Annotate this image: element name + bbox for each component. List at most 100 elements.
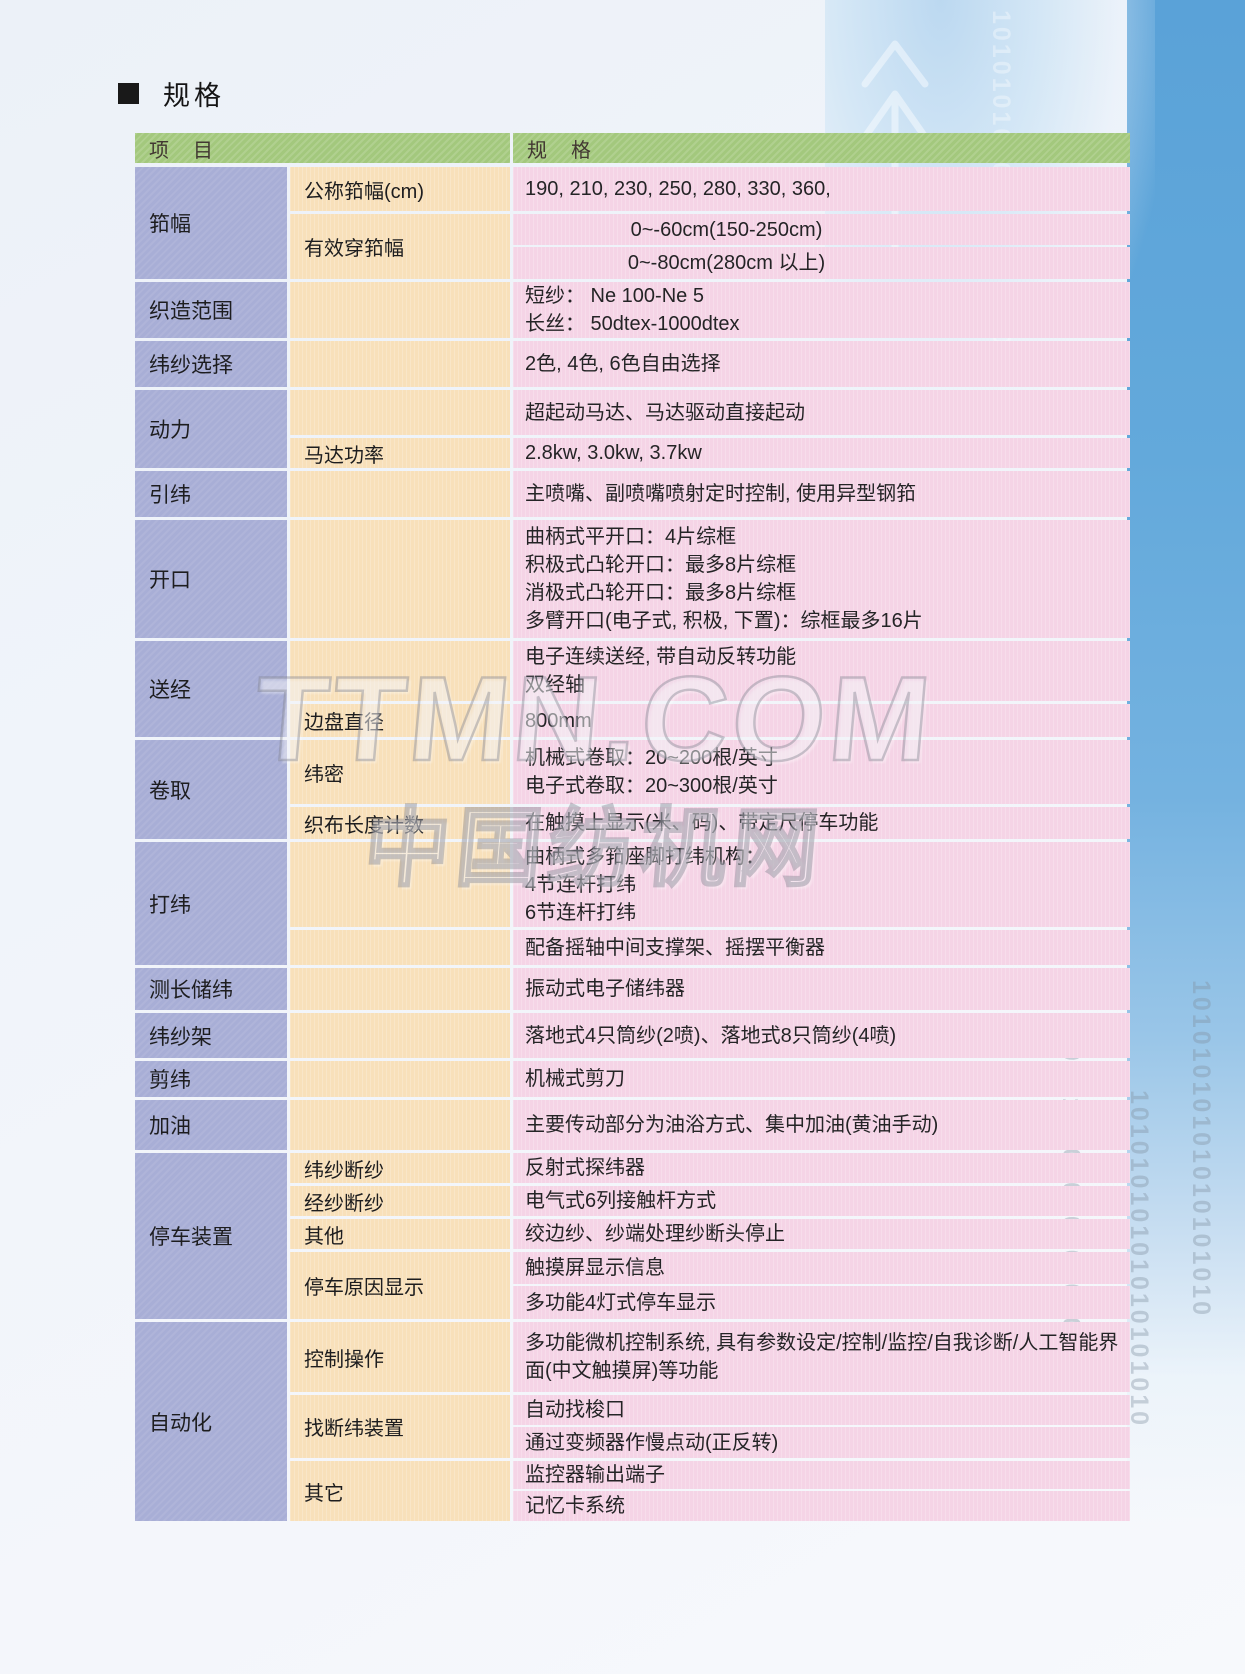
subitem-cell: 控制操作 bbox=[290, 1322, 510, 1392]
table-section: 卷取 纬密 机械式卷取：20~200根/英寸 电子式卷取：20~300根/英寸 织布长… bbox=[135, 740, 1130, 839]
table-section: 测长储纬 振动式电子储纬器 bbox=[135, 968, 1130, 1010]
spec-cells: 配备摇轴中间支撑架、摇摆平衡器 bbox=[513, 930, 1130, 965]
spec-value-cell: 在触摸上显示(米、码)、带定尺停车功能 bbox=[513, 807, 1130, 839]
section-body: 主喷嘴、副喷嘴喷射定时控制, 使用异型钢筘 bbox=[290, 471, 1130, 517]
table-section: 筘幅 公称筘幅(cm) 190, 210, 230, 250, 280, 330, … bbox=[135, 167, 1130, 279]
spec-cells: 落地式4只筒纱(2喷)、落地式8只筒纱(4喷) bbox=[513, 1013, 1130, 1058]
title-square-icon bbox=[118, 83, 139, 104]
page-title-text: 规格 bbox=[163, 81, 225, 111]
category-cell: 加油 bbox=[135, 1100, 287, 1150]
spec-row: 纬密 机械式卷取：20~200根/英寸 电子式卷取：20~300根/英寸 bbox=[290, 740, 1130, 804]
spec-row: 配备摇轴中间支撑架、摇摆平衡器 bbox=[290, 930, 1130, 965]
subitem-cell: 公称筘幅(cm) bbox=[290, 167, 510, 211]
spec-value-cell: 主要传动部分为油浴方式、集中加油(黄油手动) bbox=[513, 1100, 1130, 1150]
subitem-cell: 找断纬装置 bbox=[290, 1395, 510, 1458]
spec-cells: 190, 210, 230, 250, 280, 330, 360, bbox=[513, 167, 1130, 211]
subitem-cell: 马达功率 bbox=[290, 438, 510, 468]
spec-row: 落地式4只筒纱(2喷)、落地式8只筒纱(4喷) bbox=[290, 1013, 1130, 1058]
spec-value-cell: 0~-80cm(280cm 以上) bbox=[513, 247, 1130, 279]
category-cell: 自动化 bbox=[135, 1322, 287, 1521]
subitem-cell bbox=[290, 1013, 510, 1058]
spec-row: 找断纬装置 自动找梭口 通过变频器作慢点动(正反转) bbox=[290, 1395, 1130, 1458]
subitem-cell bbox=[290, 842, 510, 927]
subitem-cell: 停车原因显示 bbox=[290, 1252, 510, 1319]
table-section: 送经 电子连续送经, 带自动反转功能 双经轴 边盘直径 800mm bbox=[135, 641, 1130, 737]
subitem-cell: 经纱断纱 bbox=[290, 1186, 510, 1216]
spec-row: 2色, 4色, 6色自由选择 bbox=[290, 341, 1130, 387]
subitem-cell bbox=[290, 282, 510, 338]
section-body: 落地式4只筒纱(2喷)、落地式8只筒纱(4喷) bbox=[290, 1013, 1130, 1058]
spec-row: 其他 绞边纱、纱端处理纱断头停止 bbox=[290, 1219, 1130, 1249]
section-body: 控制操作 多功能微机控制系统, 具有参数设定/控制/监控/自我诊断/人工智能界面(… bbox=[290, 1322, 1130, 1521]
spec-row: 控制操作 多功能微机控制系统, 具有参数设定/控制/监控/自我诊断/人工智能界面(… bbox=[290, 1322, 1130, 1392]
spec-value-cell: 短纱： Ne 100-Ne 5 长丝： 50dtex-1000dtex bbox=[513, 282, 1130, 338]
table-section: 剪纬 机械式剪刀 bbox=[135, 1061, 1130, 1097]
header-spec-cell: 规 格 bbox=[513, 133, 1130, 163]
section-body: 振动式电子储纬器 bbox=[290, 968, 1130, 1010]
subitem-cell: 纬纱断纱 bbox=[290, 1153, 510, 1183]
subitem-cell: 边盘直径 bbox=[290, 704, 510, 737]
subitem-cell bbox=[290, 641, 510, 701]
spec-cells: 触摸屏显示信息 多功能4灯式停车显示 bbox=[513, 1252, 1130, 1319]
table-section: 纬纱选择 2色, 4色, 6色自由选择 bbox=[135, 341, 1130, 387]
spec-cells: 超起动马达、马达驱动直接起动 bbox=[513, 390, 1130, 435]
spec-table-body: 筘幅 公称筘幅(cm) 190, 210, 230, 250, 280, 330, … bbox=[135, 167, 1130, 1521]
spec-row: 停车原因显示 触摸屏显示信息 多功能4灯式停车显示 bbox=[290, 1252, 1130, 1319]
spec-cells: 多功能微机控制系统, 具有参数设定/控制/监控/自我诊断/人工智能界面(中文触摸… bbox=[513, 1322, 1130, 1392]
section-body: 2色, 4色, 6色自由选择 bbox=[290, 341, 1130, 387]
spec-cells: 机械式卷取：20~200根/英寸 电子式卷取：20~300根/英寸 bbox=[513, 740, 1130, 804]
spec-value-cell: 落地式4只筒纱(2喷)、落地式8只筒纱(4喷) bbox=[513, 1013, 1130, 1058]
category-cell: 纬纱架 bbox=[135, 1013, 287, 1058]
subitem-cell bbox=[290, 1100, 510, 1150]
spec-value-cell: 800mm bbox=[513, 704, 1130, 737]
spec-value-cell: 2.8kw, 3.0kw, 3.7kw bbox=[513, 438, 1130, 468]
table-section: 加油 主要传动部分为油浴方式、集中加油(黄油手动) bbox=[135, 1100, 1130, 1150]
table-section: 纬纱架 落地式4只筒纱(2喷)、落地式8只筒纱(4喷) bbox=[135, 1013, 1130, 1058]
spec-value-cell: 曲柄式多筘座脚打纬机构： 4节连杆打纬 6节连杆打纬 bbox=[513, 842, 1130, 927]
spec-row: 曲柄式平开口：4片综框 积极式凸轮开口：最多8片综框 消极式凸轮开口：最多8片综… bbox=[290, 520, 1130, 638]
spec-cells: 机械式剪刀 bbox=[513, 1061, 1130, 1097]
spec-value-cell: 绞边纱、纱端处理纱断头停止 bbox=[513, 1219, 1130, 1249]
spec-row: 主要传动部分为油浴方式、集中加油(黄油手动) bbox=[290, 1100, 1130, 1150]
table-section: 停车装置 纬纱断纱 反射式探纬器 经纱断纱 电气式6列接触杆方式 其他 绞边纱、纱端处理纱断… bbox=[135, 1153, 1130, 1319]
spec-cells: 在触摸上显示(米、码)、带定尺停车功能 bbox=[513, 807, 1130, 839]
spec-cells: 监控器输出端子 记忆卡系统 bbox=[513, 1461, 1130, 1521]
category-cell: 织造范围 bbox=[135, 282, 287, 338]
section-body: 纬纱断纱 反射式探纬器 经纱断纱 电气式6列接触杆方式 其他 绞边纱、纱端处理纱断头停止停… bbox=[290, 1153, 1130, 1319]
section-body: 主要传动部分为油浴方式、集中加油(黄油手动) bbox=[290, 1100, 1130, 1150]
spec-cells: 主要传动部分为油浴方式、集中加油(黄油手动) bbox=[513, 1100, 1130, 1150]
spec-row: 主喷嘴、副喷嘴喷射定时控制, 使用异型钢筘 bbox=[290, 471, 1130, 517]
spec-value-cell: 自动找梭口 bbox=[513, 1395, 1130, 1425]
spec-row: 其它 监控器输出端子 记忆卡系统 bbox=[290, 1461, 1130, 1521]
spec-value-cell: 监控器输出端子 bbox=[513, 1461, 1130, 1489]
spec-row: 纬纱断纱 反射式探纬器 bbox=[290, 1153, 1130, 1183]
spec-value-cell: 电子连续送经, 带自动反转功能 双经轴 bbox=[513, 641, 1130, 701]
spec-cells: 自动找梭口 通过变频器作慢点动(正反转) bbox=[513, 1395, 1130, 1458]
spec-value-cell: 电气式6列接触杆方式 bbox=[513, 1186, 1130, 1216]
table-section: 开口 曲柄式平开口：4片综框 积极式凸轮开口：最多8片综框 消极式凸轮开口：最多8… bbox=[135, 520, 1130, 638]
category-cell: 引纬 bbox=[135, 471, 287, 517]
subitem-cell bbox=[290, 471, 510, 517]
spec-value-cell: 触摸屏显示信息 bbox=[513, 1252, 1130, 1284]
category-cell: 开口 bbox=[135, 520, 287, 638]
spec-row: 短纱： Ne 100-Ne 5 长丝： 50dtex-1000dtex bbox=[290, 282, 1130, 338]
spec-cells: 800mm bbox=[513, 704, 1130, 737]
section-body: 机械式剪刀 bbox=[290, 1061, 1130, 1097]
spec-value-cell: 0~-60cm(150-250cm) bbox=[513, 214, 1130, 245]
spec-value-cell: 振动式电子储纬器 bbox=[513, 968, 1130, 1010]
spec-cells: 电气式6列接触杆方式 bbox=[513, 1186, 1130, 1216]
spec-row: 曲柄式多筘座脚打纬机构： 4节连杆打纬 6节连杆打纬 bbox=[290, 842, 1130, 927]
subitem-cell: 织布长度计数 bbox=[290, 807, 510, 839]
subitem-cell bbox=[290, 341, 510, 387]
section-body: 公称筘幅(cm) 190, 210, 230, 250, 280, 330, 36… bbox=[290, 167, 1130, 279]
spec-cells: 振动式电子储纬器 bbox=[513, 968, 1130, 1010]
subitem-cell bbox=[290, 390, 510, 435]
spec-table: 项 目 规 格 筘幅 公称筘幅(cm) 190, 210, 230, 250, 28… bbox=[135, 133, 1130, 1524]
category-cell: 打纬 bbox=[135, 842, 287, 965]
spec-cells: 2.8kw, 3.0kw, 3.7kw bbox=[513, 438, 1130, 468]
spec-cells: 短纱： Ne 100-Ne 5 长丝： 50dtex-1000dtex bbox=[513, 282, 1130, 338]
spec-cells: 主喷嘴、副喷嘴喷射定时控制, 使用异型钢筘 bbox=[513, 471, 1130, 517]
spec-row: 振动式电子储纬器 bbox=[290, 968, 1130, 1010]
spec-cells: 电子连续送经, 带自动反转功能 双经轴 bbox=[513, 641, 1130, 701]
category-cell: 纬纱选择 bbox=[135, 341, 287, 387]
